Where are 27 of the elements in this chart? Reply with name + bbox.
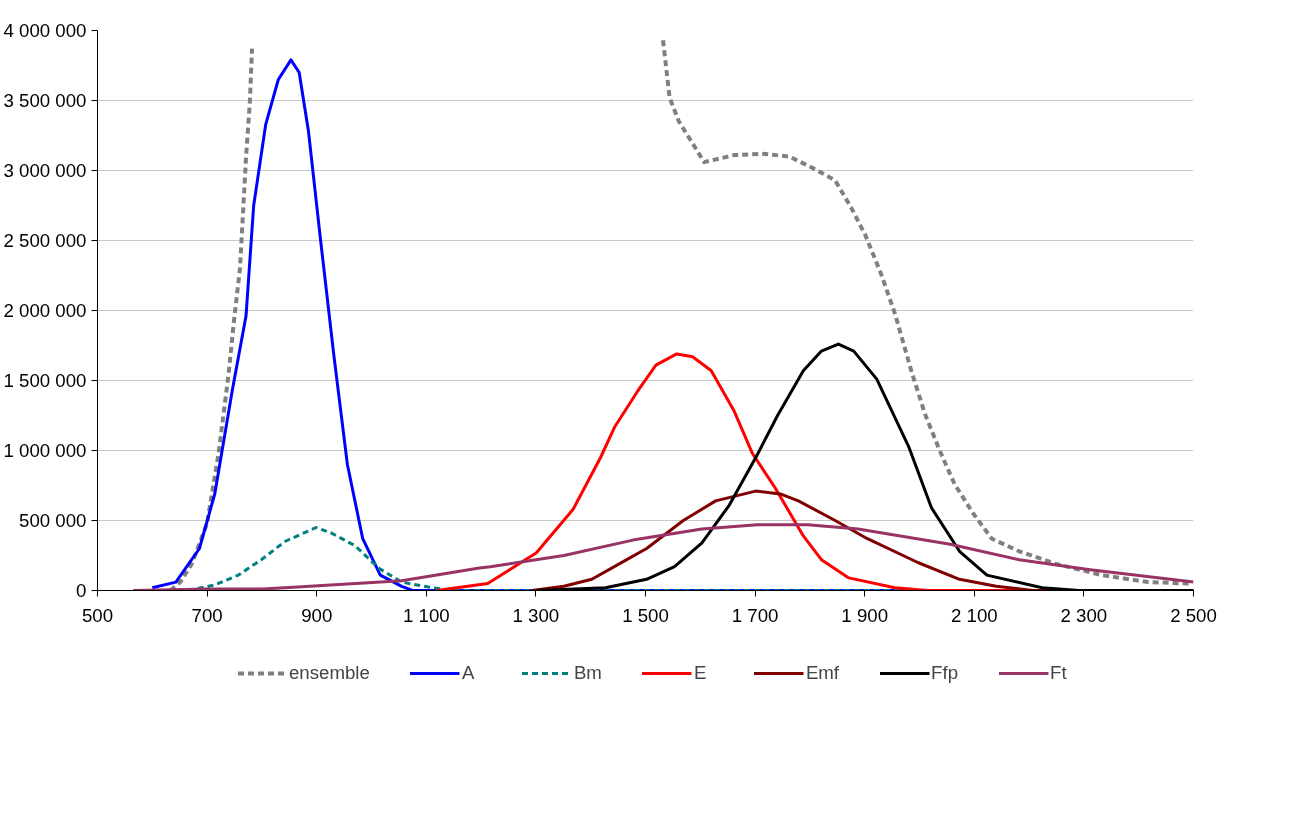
legend-label: Ft	[1050, 662, 1068, 684]
x-tick-label: 1 100	[402, 604, 450, 626]
x-tick-label: 2 300	[1060, 604, 1108, 626]
legend-label: A	[461, 662, 476, 684]
y-tick-label: 4 000 000	[3, 20, 87, 41]
x-tick-label: 1 900	[841, 604, 889, 626]
y-tick-label: 2 500 000	[3, 230, 87, 251]
y-tick-label: 3 000 000	[3, 160, 87, 181]
y-tick-label: 2 000 000	[3, 300, 87, 321]
y-tick-label: 0	[76, 580, 87, 601]
x-tick-label: 900	[301, 604, 333, 626]
x-tick-label: 1 300	[512, 604, 560, 626]
y-tick-label: 1 500 000	[3, 370, 87, 391]
legend-label: E	[693, 662, 708, 684]
x-tick-label: 1 700	[731, 604, 779, 626]
legend-label: Ffp	[931, 662, 959, 684]
legend-label: ensemble	[288, 662, 370, 684]
x-tick-label: 2 500	[1170, 604, 1217, 626]
x-tick-label: 2 100	[950, 604, 998, 626]
y-tick-label: 500 000	[19, 510, 87, 531]
legend-label: Bm	[573, 662, 602, 684]
y-tick-label: 3 500 000	[3, 90, 87, 111]
x-tick-label: 700	[191, 604, 223, 626]
legend-label: Emf	[805, 662, 840, 684]
x-tick-label: 500	[81, 604, 114, 626]
y-tick-label: 1 000 000	[3, 440, 87, 461]
x-tick-label: 1 500	[622, 604, 669, 626]
